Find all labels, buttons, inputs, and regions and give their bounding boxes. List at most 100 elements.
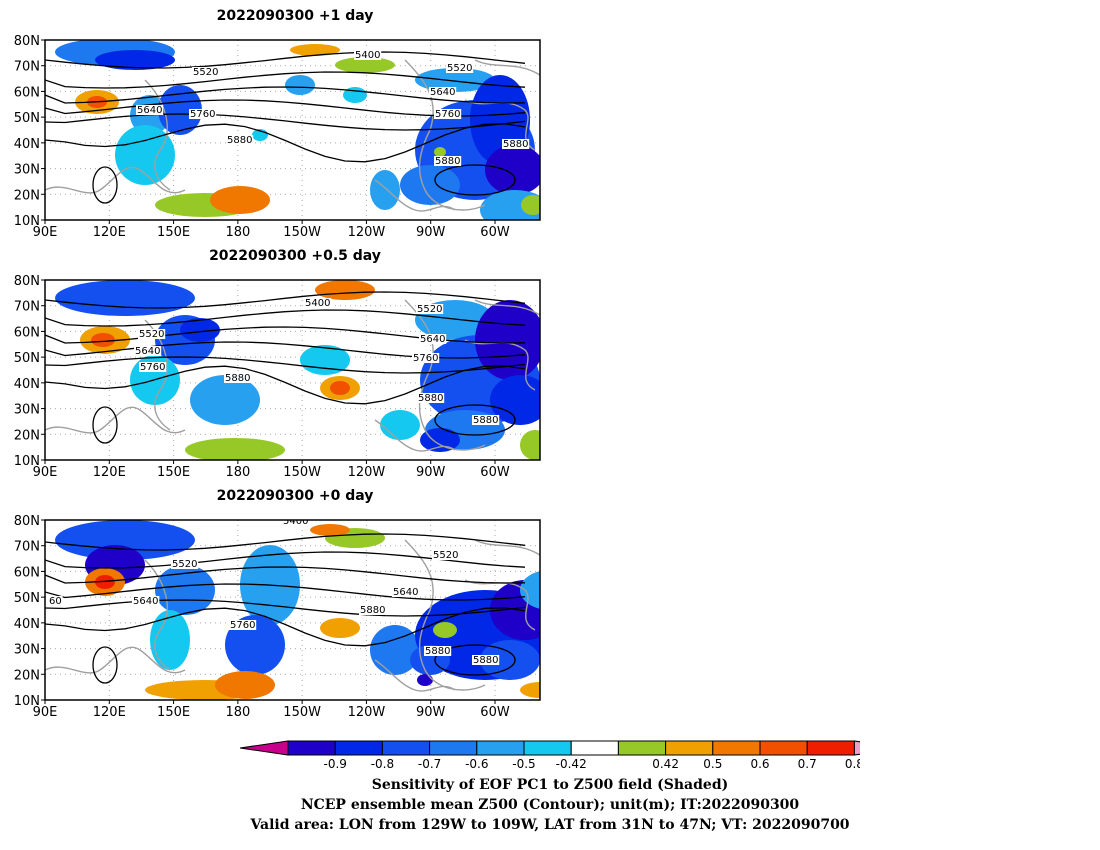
sensitivity-area (210, 186, 270, 214)
lon-tick-label: 120E (93, 705, 126, 720)
lon-tick-label: 90E (33, 465, 58, 480)
map-frame (44, 519, 541, 701)
lat-tick-label: 60N (14, 85, 40, 100)
z500-contour (45, 51, 526, 69)
z500-contour (45, 566, 526, 584)
lon-tick-label: 150W (283, 465, 321, 480)
colorbar-swatch (759, 740, 808, 756)
lon-tick-label: 120E (93, 465, 126, 480)
sensitivity-area (417, 674, 433, 686)
colorbar-tick-label: -0.8 (371, 757, 394, 770)
lon-tick-label: 150E (157, 705, 190, 720)
z500-contour (45, 113, 526, 131)
lon-tick-label: 60W (480, 705, 510, 720)
coastline (45, 166, 186, 194)
contour-label: 5640 (393, 587, 418, 598)
contour-label: 5400 (355, 50, 380, 61)
z500-contour (45, 71, 526, 89)
lon-tick-label: 90E (33, 225, 58, 240)
coastline (374, 419, 456, 452)
lon-tick-label: 180 (225, 225, 250, 240)
z500-contour (45, 341, 526, 359)
sensitivity-area (310, 524, 350, 536)
lon-tick-label: 90W (416, 705, 446, 720)
z500-contour (45, 86, 526, 104)
lon-tick-label: 60W (480, 225, 510, 240)
sensitivity-area (400, 165, 460, 205)
lat-tick-label: 30N (14, 403, 40, 418)
z500-contour (45, 291, 526, 309)
colorbar-swatch (381, 740, 431, 756)
lat-tick-label: 40N (14, 377, 40, 392)
colorbar-min-arrow (240, 740, 289, 756)
lon-tick-label: 90W (416, 225, 446, 240)
coastline (464, 59, 540, 151)
sensitivity-area (433, 622, 457, 638)
lat-tick-label: 70N (14, 540, 40, 555)
z500-contour (45, 356, 526, 374)
colorbar-swatch (570, 740, 619, 756)
contour-label: 5520 (433, 550, 458, 561)
sensitivity-map-day0p5: 5400 5520 5520 5640 5640 5760 5760 5880 5880 5880… (14, 274, 541, 480)
contour-label: 5640 (430, 87, 455, 98)
caption-line-2: NCEP ensemble mean Z500 (Contour); unit(… (300, 797, 800, 813)
lat-tick-label: 30N (14, 163, 40, 178)
lat-tick-label: 70N (14, 60, 40, 75)
lon-tick-label: 180 (225, 705, 250, 720)
z500-contour (434, 404, 516, 436)
contour-label: 60 (49, 596, 62, 607)
lat-tick-label: 80N (14, 514, 40, 529)
colorbar-tick-label: -0.9 (323, 757, 346, 770)
contour-label: 5880 (227, 135, 252, 146)
colorbar-swatch (429, 740, 478, 756)
coastline (464, 299, 540, 391)
z500-contour (45, 309, 526, 327)
z500-contour (92, 646, 118, 684)
sensitivity-area (335, 57, 395, 73)
z500-contour (45, 583, 526, 601)
z500-contour (45, 365, 526, 405)
sensitivity-area (520, 430, 540, 460)
z500-contour (434, 644, 516, 676)
sensitivity-area (485, 145, 540, 195)
contour-label: 5880 (473, 655, 498, 666)
contour-label: 5520 (447, 63, 472, 74)
sensitivity-area (370, 170, 400, 210)
sensitivity-area (55, 280, 195, 316)
lon-tick-label: 60W (480, 465, 510, 480)
coastline (374, 179, 456, 212)
lon-tick-label: 150W (283, 225, 321, 240)
lat-tick-label: 10N (14, 454, 40, 469)
sensitivity-area (480, 190, 540, 220)
colorbar-swatch (617, 740, 667, 756)
colorbar-swatch (806, 740, 855, 756)
sensitivity-area (285, 75, 315, 95)
contour-label: 5520 (139, 329, 164, 340)
lat-tick-label: 20N (14, 188, 40, 203)
lon-tick-label: 120W (348, 705, 386, 720)
coastline (45, 406, 186, 434)
sensitivity-area (155, 565, 215, 615)
contour-label: 5400 (305, 298, 330, 309)
sensitivity-area (215, 671, 275, 699)
sensitivity-area (185, 438, 285, 460)
z500-contour (45, 533, 526, 551)
lon-tick-label: 120E (93, 225, 126, 240)
sensitivity-area (150, 610, 190, 670)
lon-tick-label: 120W (348, 225, 386, 240)
contour-label: 5760 (190, 109, 215, 120)
colorbar-swatch (523, 740, 572, 756)
contour-label: 5640 (420, 334, 445, 345)
lon-tick-label: 150E (157, 225, 190, 240)
sensitivity-area (434, 147, 446, 157)
lat-tick-label: 30N (14, 643, 40, 658)
coastline (144, 79, 171, 191)
contour-label: 5880 (425, 646, 450, 657)
contour-label: 5880 (435, 156, 460, 167)
lon-tick-label: 120W (348, 465, 386, 480)
coastline (404, 539, 486, 691)
colorbar: -0.9 -0.8 -0.7 -0.6 -0.5 -0.42 0.42 0.5 0.6 0.7 0.… (240, 740, 860, 770)
coastline (45, 646, 186, 674)
z500-contour (92, 406, 118, 444)
coastline (144, 559, 171, 671)
